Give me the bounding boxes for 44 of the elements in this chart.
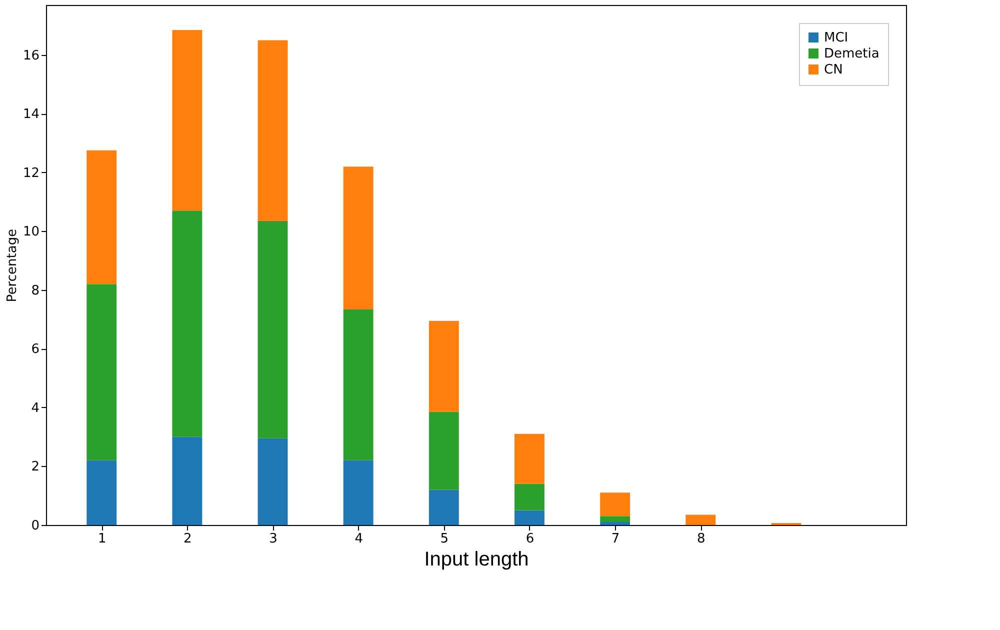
bar: [428, 412, 459, 490]
x-tick-label: 4: [354, 532, 363, 546]
bar: [428, 490, 459, 525]
x-tick-label: 7: [611, 532, 620, 546]
bar: [428, 320, 459, 412]
bar: [172, 30, 202, 211]
legend-label: CN: [824, 62, 843, 78]
bar: [258, 220, 288, 438]
bar: [600, 492, 630, 516]
y-tick-label: 6: [31, 342, 40, 358]
x-tick-label: 8: [696, 532, 706, 546]
bar: [600, 522, 630, 525]
y-tick-label: 8: [31, 283, 40, 298]
legend-label: MCI: [824, 30, 848, 46]
y-tick-label: 10: [22, 224, 40, 240]
bar: [343, 309, 374, 460]
y-tick-label: 4: [31, 400, 40, 416]
bar: [514, 510, 544, 525]
bar: [172, 210, 202, 437]
bar: [343, 166, 374, 310]
bar: [258, 40, 288, 221]
y-tick-label: 2: [31, 460, 40, 475]
x-axis-title: Input length: [424, 548, 529, 570]
y-tick-label: 12: [22, 166, 40, 181]
bar: [514, 434, 544, 484]
bar: [686, 514, 716, 525]
y-tick-label: 0: [31, 518, 40, 534]
y-tick-label: 16: [22, 48, 40, 64]
x-tick-label: 5: [440, 532, 449, 546]
bar: [86, 150, 117, 284]
bar: [258, 438, 288, 525]
bar: [86, 284, 117, 460]
bar: [600, 516, 630, 522]
bar: [514, 484, 544, 510]
y-axis-title: Percentage: [4, 228, 20, 302]
y-tick-label: 14: [22, 107, 40, 122]
bar: [86, 460, 117, 525]
x-tick-label: 2: [184, 532, 192, 546]
x-tick-label: 6: [526, 532, 534, 546]
x-tick-label: 1: [98, 532, 106, 546]
x-tick-label: 3: [269, 532, 278, 546]
bar: [172, 436, 202, 525]
bar: [343, 460, 374, 525]
legend-label: Demetia: [824, 46, 880, 62]
